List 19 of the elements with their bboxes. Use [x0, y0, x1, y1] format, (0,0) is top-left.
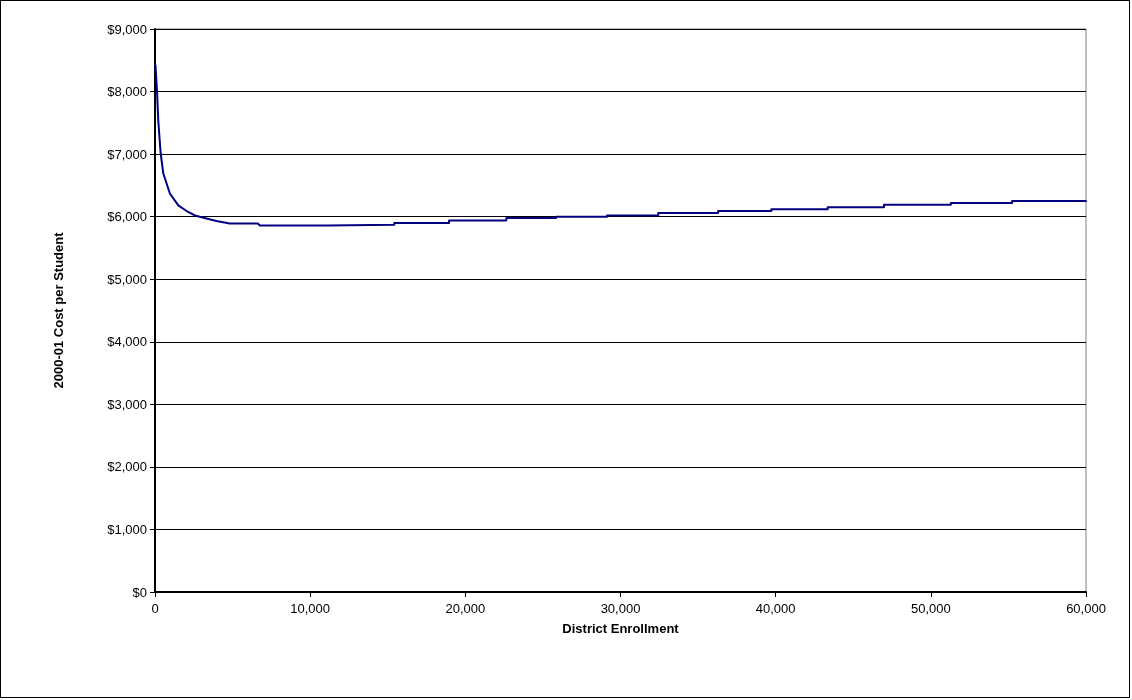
y-tick-label: $7,000 [107, 146, 147, 162]
x-tick-label: 60,000 [1066, 601, 1106, 616]
y-tick-label: $4,000 [107, 334, 147, 350]
x-tick-label: 30,000 [600, 601, 641, 616]
y-tick-label: $8,000 [107, 84, 147, 100]
x-axis-title: District Enrollment [562, 621, 680, 636]
y-tick-label: $5,000 [107, 271, 147, 287]
y-tick-label: $3,000 [107, 396, 147, 412]
x-tick-label: 20,000 [445, 601, 486, 616]
y-tick-label: $1,000 [107, 521, 147, 537]
y-tick-label: $6,000 [107, 209, 147, 225]
x-tick-label: 50,000 [910, 601, 951, 616]
x-tick-label: 10,000 [290, 601, 331, 616]
y-axis-title: 2000-01 Cost per Student [51, 231, 66, 389]
x-tick-label: 0 [151, 601, 159, 616]
y-tick-label: $2,000 [107, 459, 147, 475]
y-tick-label: $9,000 [107, 21, 147, 37]
y-tick-label: $0 [132, 584, 147, 600]
x-tick-label: 40,000 [755, 601, 796, 616]
